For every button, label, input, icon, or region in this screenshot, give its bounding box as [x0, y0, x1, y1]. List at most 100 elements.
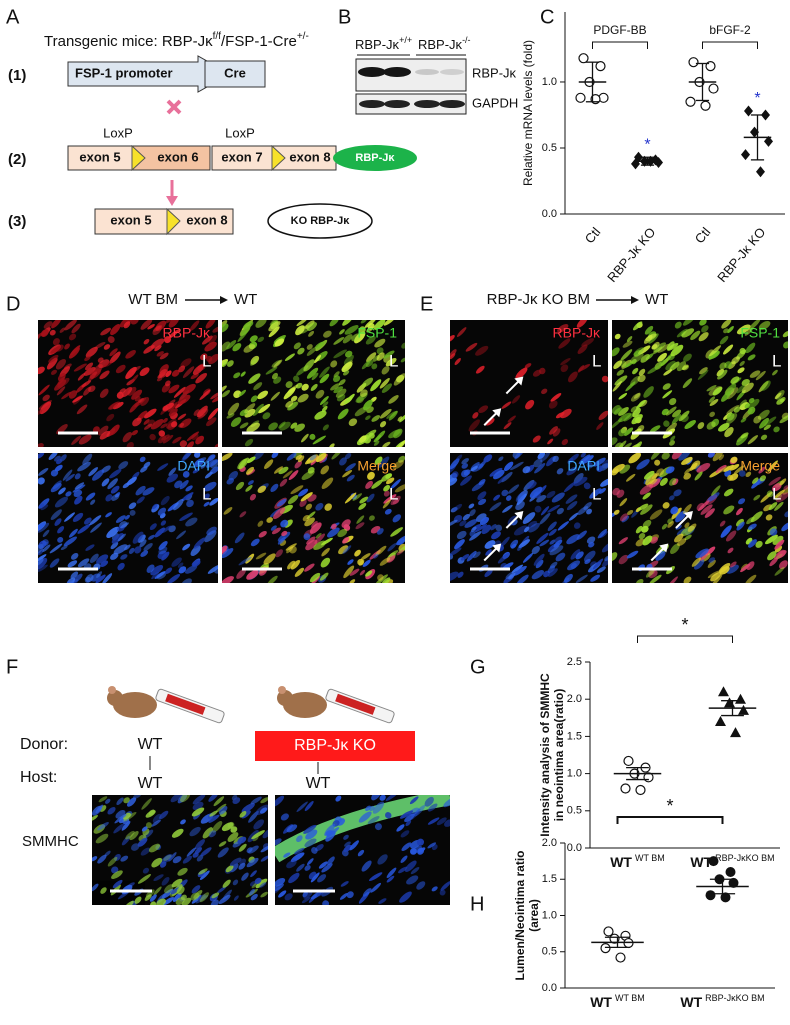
cell [306, 344, 313, 350]
point [575, 92, 586, 103]
cell [109, 424, 120, 436]
cell [527, 520, 538, 528]
cell [74, 495, 83, 505]
cell [305, 503, 313, 511]
cell [700, 504, 713, 515]
cell [365, 570, 373, 577]
cell [132, 531, 144, 544]
cell [768, 476, 781, 486]
cell [311, 372, 319, 381]
cell [570, 549, 581, 560]
cell [279, 421, 291, 431]
cell [753, 415, 762, 424]
cell [38, 442, 44, 447]
cell [42, 529, 50, 538]
cell [416, 838, 425, 846]
cell [95, 833, 109, 844]
cell [177, 562, 184, 568]
cell [455, 454, 463, 462]
cell [673, 489, 682, 497]
cell [96, 571, 103, 579]
cell [586, 508, 592, 515]
cell [90, 499, 96, 505]
point [708, 83, 719, 94]
cell [126, 476, 137, 486]
cell [158, 541, 168, 551]
cell [305, 829, 318, 840]
cell [297, 347, 305, 355]
cell [331, 523, 337, 530]
cell [707, 559, 716, 568]
cell [436, 817, 447, 826]
cell [167, 573, 181, 583]
cell [385, 473, 393, 479]
cell [739, 360, 745, 367]
cell [741, 382, 754, 394]
cell [362, 559, 371, 567]
cell [312, 435, 327, 445]
cell [618, 392, 628, 400]
protein-ellipse [333, 145, 417, 171]
cell [130, 320, 139, 325]
exon-label: exon 7 [221, 149, 262, 164]
cell [736, 324, 751, 335]
cell [590, 574, 601, 582]
cell [329, 443, 335, 447]
cell [726, 404, 740, 415]
cell [356, 515, 365, 524]
cell [450, 519, 458, 527]
cell [772, 369, 778, 376]
cell [367, 471, 375, 480]
cell [84, 355, 91, 362]
cell [781, 522, 788, 532]
cell [371, 479, 383, 489]
cell [342, 537, 350, 544]
cell [301, 896, 311, 904]
cell [89, 368, 102, 379]
micrograph [450, 453, 608, 583]
cell [601, 542, 608, 553]
cell [107, 478, 118, 490]
cell [38, 332, 42, 341]
cell [279, 478, 288, 487]
cell [637, 503, 649, 511]
cell [733, 465, 745, 475]
cell [82, 453, 93, 465]
cell [119, 388, 126, 394]
cell [575, 574, 588, 583]
cell [618, 554, 629, 565]
cell [557, 324, 569, 333]
cell [77, 558, 90, 568]
cell [151, 819, 161, 827]
cell [503, 422, 512, 430]
cell [170, 795, 183, 803]
stain-label: SMMHC [22, 833, 79, 850]
cell [49, 558, 60, 568]
cell [661, 453, 670, 460]
cell [707, 453, 715, 458]
cell [633, 347, 645, 356]
category-main: WT [610, 854, 632, 870]
cell [344, 325, 359, 335]
cell [465, 342, 478, 352]
title-part: /FSP-1-Cre [221, 33, 297, 50]
cell [454, 539, 465, 550]
cell [440, 881, 450, 891]
cell [682, 320, 696, 326]
cell [238, 556, 252, 566]
cell [196, 854, 204, 862]
cell [208, 830, 217, 838]
cell [177, 413, 187, 420]
cell [416, 881, 426, 890]
cell [600, 478, 608, 487]
cell [709, 345, 722, 357]
cell [665, 360, 676, 371]
cell [533, 553, 545, 566]
cell [586, 461, 593, 469]
x-tick-label: Ctl [692, 224, 714, 246]
cell [165, 370, 172, 378]
cell [592, 558, 604, 570]
cell [244, 408, 256, 418]
cell [127, 386, 137, 396]
cell [392, 460, 404, 470]
